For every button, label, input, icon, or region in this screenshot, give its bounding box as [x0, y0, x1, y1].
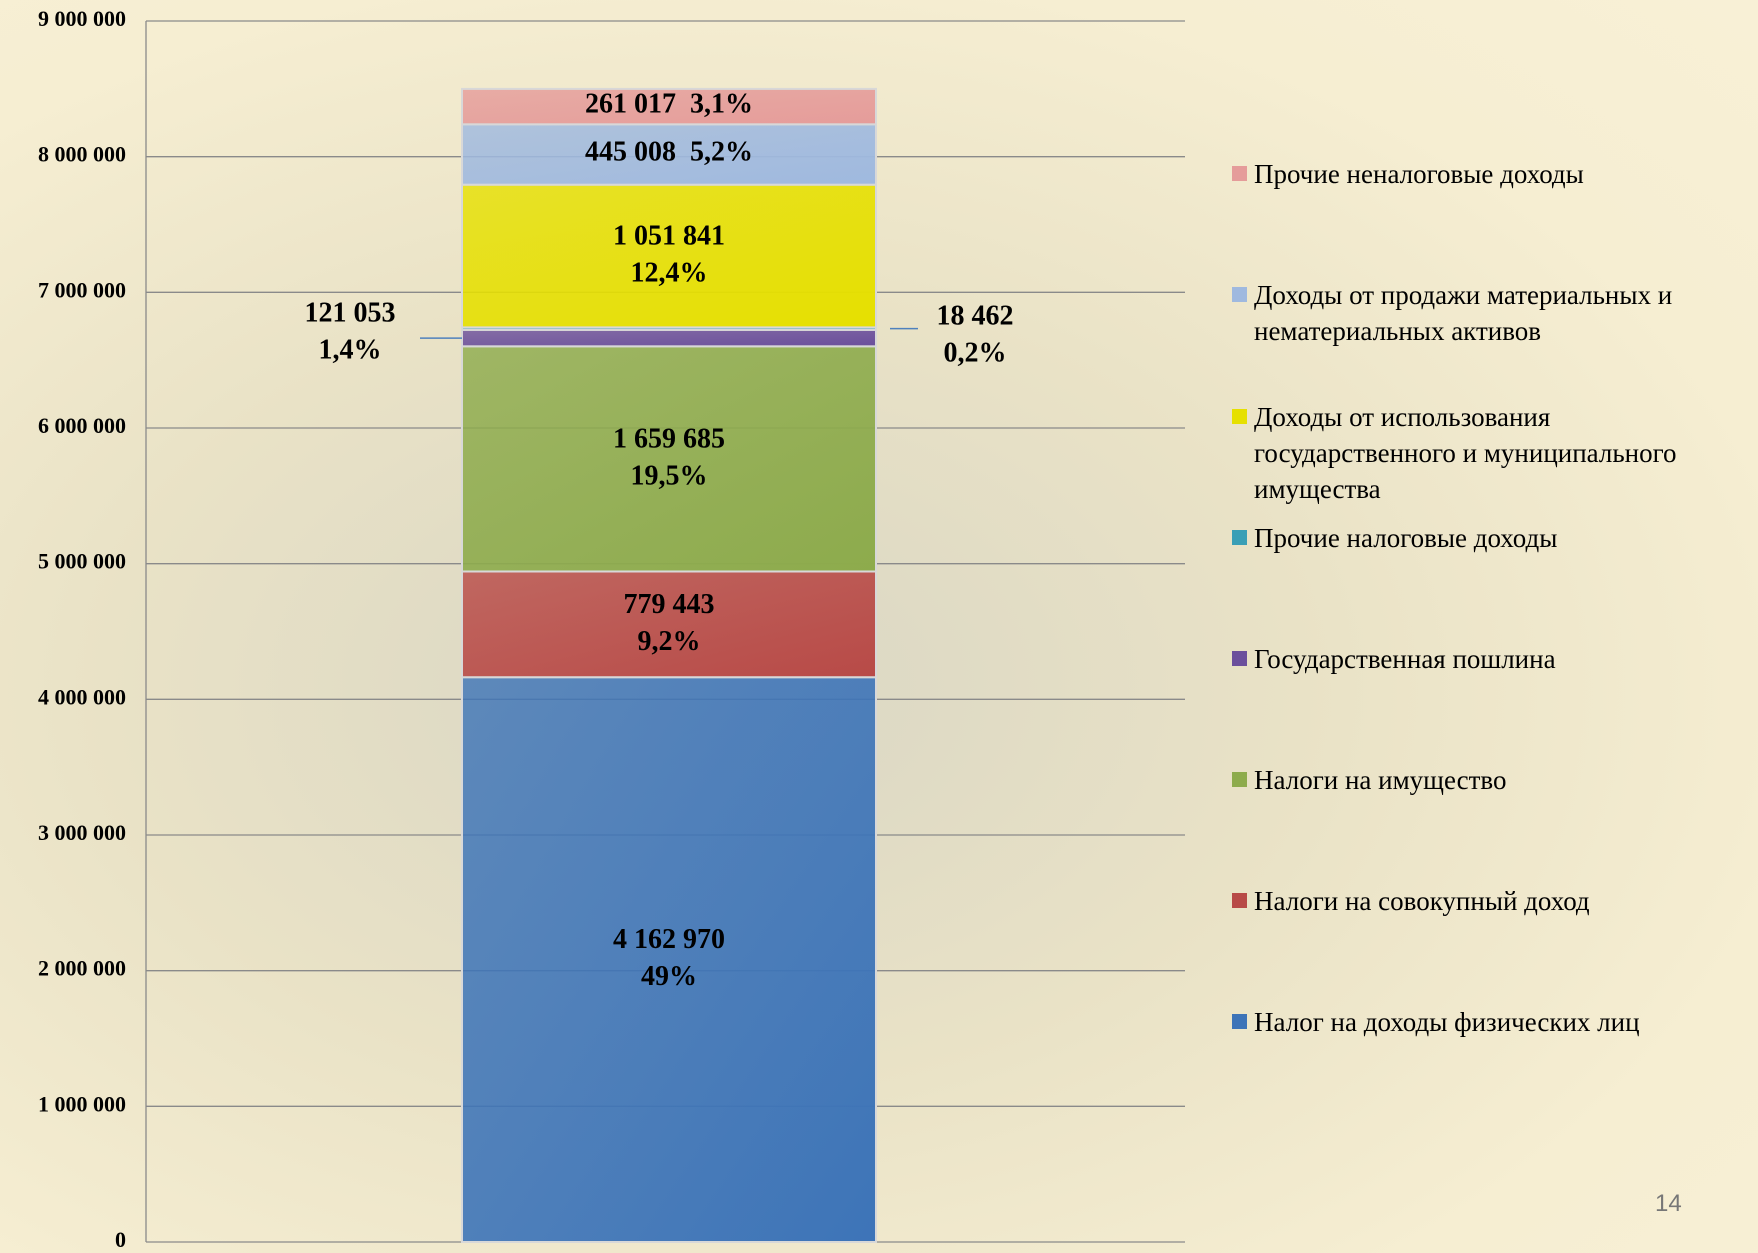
legend-swatch [1232, 286, 1247, 302]
y-tick-label: 6 000 000 [38, 413, 126, 438]
y-tick-label: 9 000 000 [38, 6, 126, 31]
y-tick-label: 8 000 000 [38, 142, 126, 167]
data-label: 1 051 841 [613, 220, 725, 251]
data-label: 779 443 [624, 589, 715, 620]
data-label-value: 261 017 [585, 89, 676, 120]
legend-item: Государственная пошлина [1230, 641, 1750, 677]
data-label: 121 053 [305, 297, 396, 328]
data-label-share: 5,2% [690, 137, 753, 168]
legend-swatch [1232, 893, 1247, 909]
legend-label: Прочие налоговые доходы [1254, 523, 1558, 554]
data-label: 9,2% [638, 626, 701, 657]
legend-label: Доходы от использования государственного… [1254, 402, 1677, 504]
y-tick-label: 7 000 000 [38, 277, 126, 302]
data-label: 49% [641, 961, 697, 992]
data-label-share: 3,1% [690, 89, 753, 120]
data-label-value: 445 008 [585, 137, 676, 168]
legend-item: Прочие налоговые доходы [1230, 520, 1750, 556]
legend-label: Налоги на совокупный доход [1254, 886, 1590, 917]
legend-item: Доходы от продажи материальных и нематер… [1230, 277, 1750, 349]
legend-label: Налоги на имущество [1254, 765, 1507, 796]
legend-item: Доходы от использования государственного… [1230, 399, 1750, 507]
legend-swatch [1232, 530, 1247, 546]
data-label: 0,2% [944, 337, 1007, 368]
bar-segment [461, 183, 877, 329]
data-label: 1 659 685 [613, 423, 725, 454]
legend-label: Государственная пошлина [1254, 644, 1556, 675]
legend-label: Прочие неналоговые доходы [1254, 158, 1584, 189]
y-tick-label: 5 000 000 [38, 549, 126, 574]
y-tick-label: 1 000 000 [38, 1091, 126, 1116]
legend-label: Доходы от продажи материальных и нематер… [1254, 279, 1673, 346]
bar-segment [461, 345, 877, 573]
page-number: 14 [1655, 1190, 1682, 1217]
bar-segment [461, 328, 877, 348]
data-label: 445 008 5,2% [585, 137, 753, 168]
legend-swatch [1232, 651, 1247, 667]
y-tick-label: 0 [115, 1227, 126, 1252]
legend-item: Налог на доходы физических лиц [1230, 1004, 1750, 1040]
legend-label: Налог на доходы физических лиц [1254, 1007, 1640, 1038]
legend-swatch [1232, 409, 1247, 424]
data-label: 4 162 970 [613, 924, 725, 955]
legend-item: Прочие неналоговые доходы [1230, 156, 1750, 192]
y-tick-label: 4 000 000 [38, 684, 126, 709]
data-label: 1,4% [319, 334, 382, 365]
bar-segment [461, 676, 877, 1243]
y-tick-label: 3 000 000 [38, 820, 126, 845]
y-tick-label: 2 000 000 [38, 956, 126, 981]
legend-item: Налоги на совокупный доход [1230, 883, 1750, 919]
bar-segment [461, 87, 877, 126]
legend-swatch [1232, 772, 1247, 788]
data-label: 18 462 [937, 300, 1014, 331]
legend-item: Налоги на имущество [1230, 762, 1750, 798]
bar-segment [461, 570, 877, 679]
legend-swatch [1232, 1014, 1247, 1030]
legend-swatch [1232, 165, 1247, 181]
data-label: 261 017 3,1% [585, 89, 753, 120]
data-label: 12,4% [631, 257, 708, 288]
data-label: 19,5% [631, 460, 708, 491]
